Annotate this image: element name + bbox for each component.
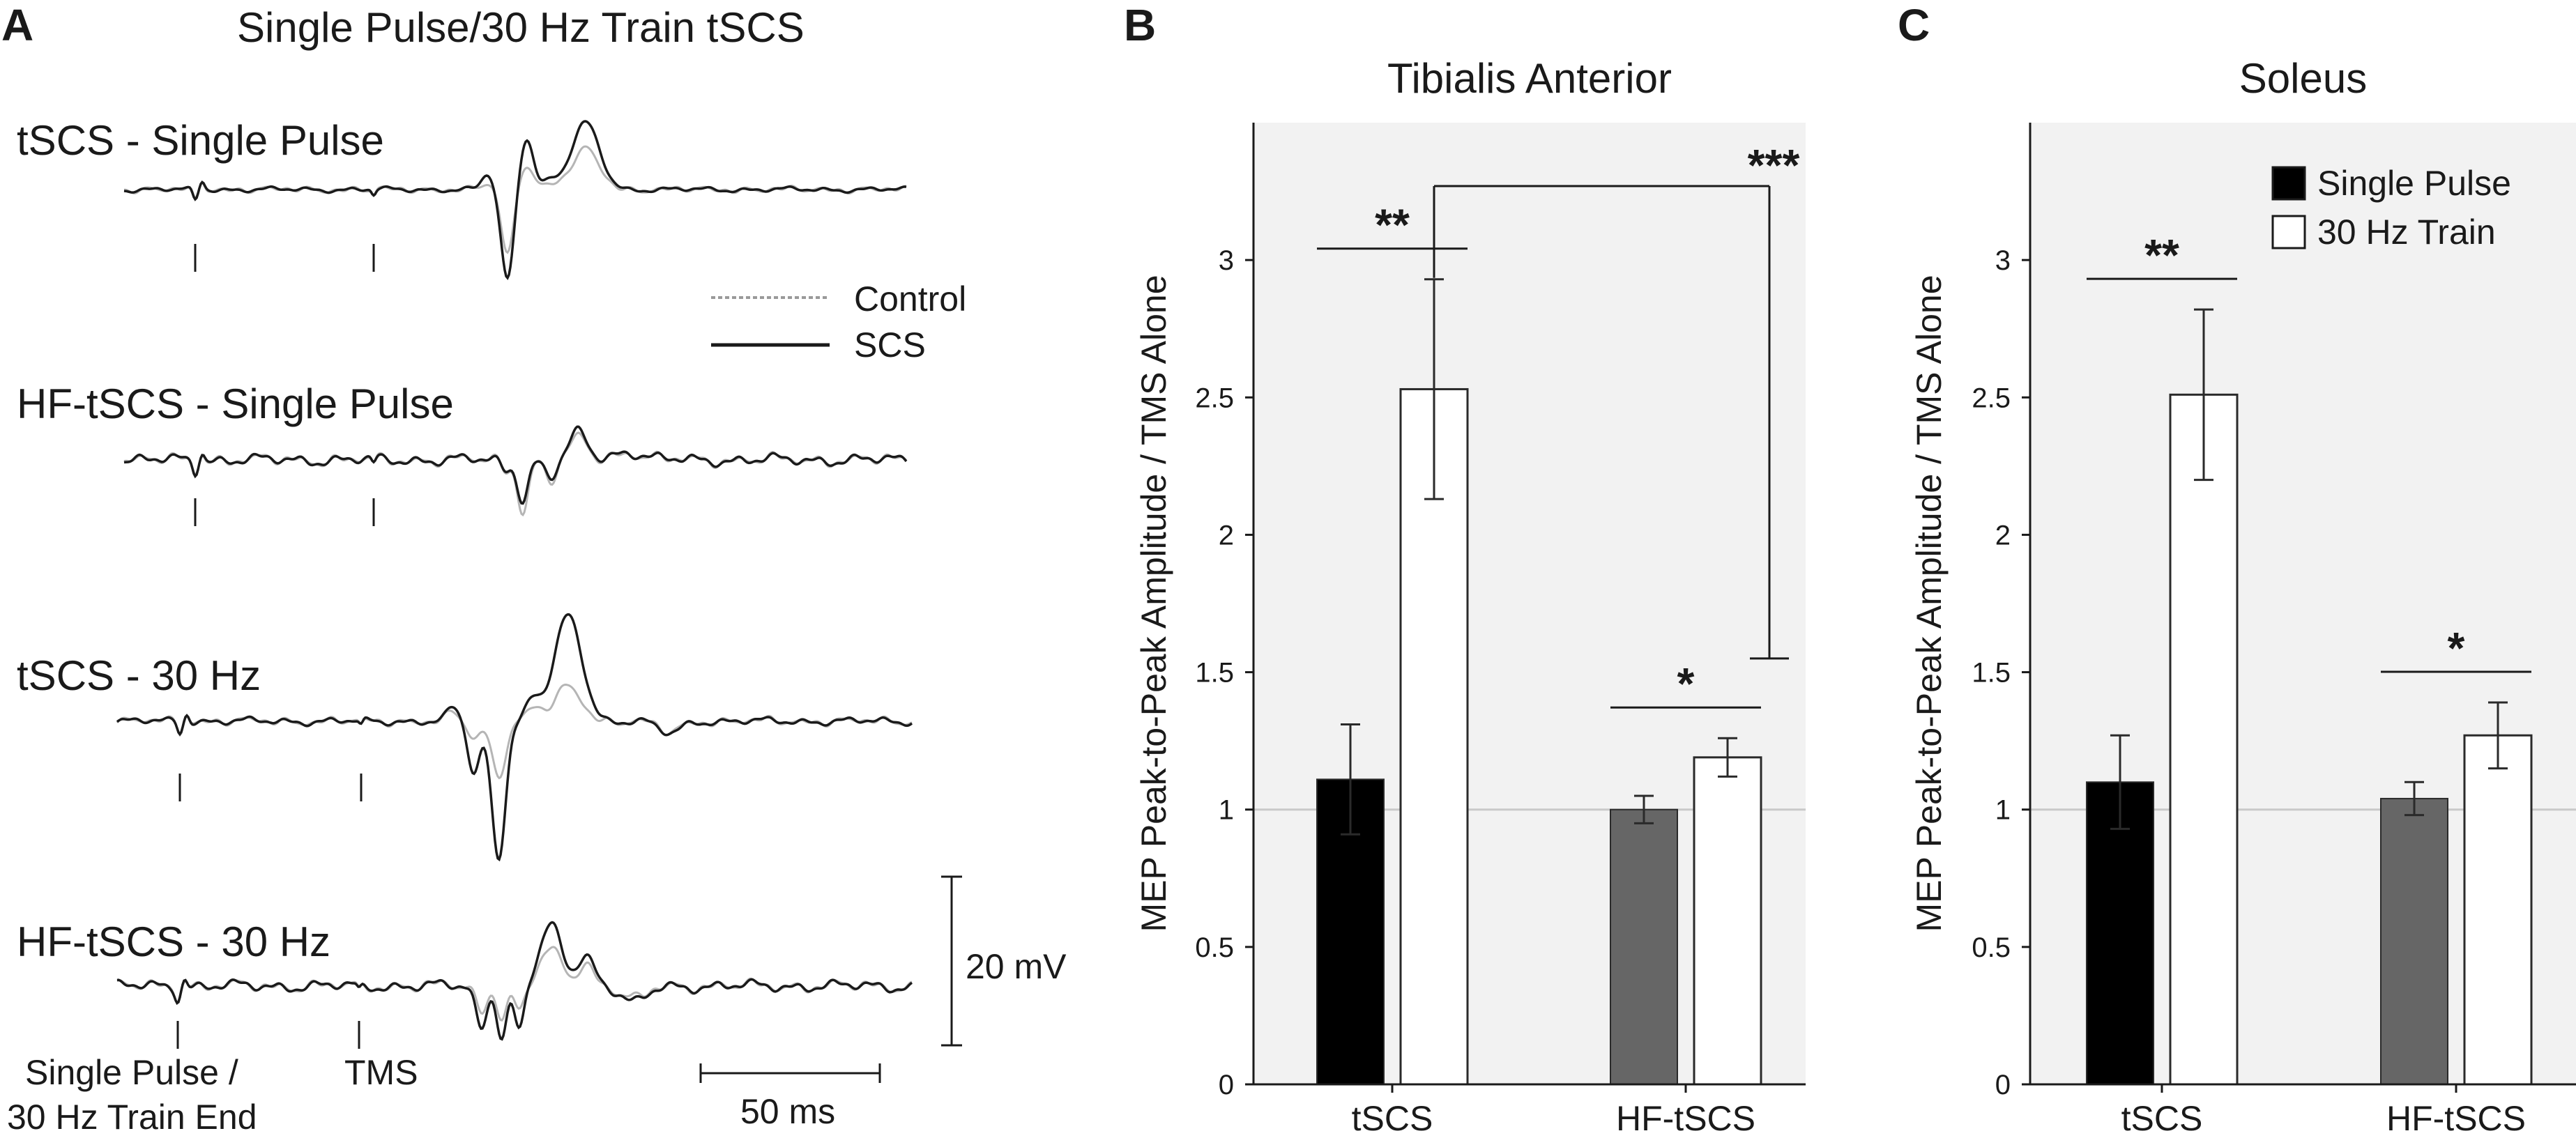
panel-c: C 0 0.5 1 1.5 2 2.5 3 tSCS HF-tSCS Soleus MEP Peak…	[1898, 0, 2576, 1138]
x-tick-label: HF-tSCS	[1616, 1099, 1755, 1138]
error-bar	[1634, 794, 1654, 824]
error-bar	[1718, 737, 1737, 778]
trace-label-tscs-30hz: tSCS - 30 Hz	[17, 652, 261, 699]
y-axis-label: MEP Peak-to-Peak Amplitude / TMS Alone	[1910, 275, 1949, 932]
error-bar	[2194, 308, 2213, 482]
bar	[1693, 756, 1762, 1086]
scs-trace	[116, 613, 913, 862]
legend-label: 30 Hz Train	[2317, 213, 2496, 252]
stim-end-label-line2: 30 Hz Train End	[7, 1098, 257, 1137]
y-tick-label: 1	[1995, 795, 2011, 826]
significance-star: **	[1375, 200, 1410, 250]
significance-star: ***	[1748, 140, 1800, 190]
bar	[1610, 808, 1678, 1085]
panel-a-title: Single Pulse/30 Hz Train tSCS	[237, 4, 805, 51]
significance-star: *	[2448, 623, 2465, 673]
stim-markers	[176, 244, 375, 1049]
soleus-chart: 0 0.5 1 1.5 2 2.5 3 tSCS HF-tSCS Soleus MEP Peak-t…	[1910, 55, 2576, 1138]
legend-control-label: Control	[854, 279, 966, 318]
error-bar	[1424, 278, 1444, 500]
scs-trace	[123, 425, 908, 505]
panel-b-letter: B	[1124, 0, 1156, 50]
y-tick-label: 3	[1219, 245, 1234, 276]
y-tick-label: 2	[1219, 520, 1234, 551]
significance-bracket	[1433, 185, 1789, 660]
amplitude-scalebar-label: 20 mV	[966, 947, 1067, 986]
chart-title: Soleus	[2239, 55, 2367, 102]
legend-scs-label: SCS	[854, 325, 926, 364]
error-bar	[2488, 701, 2508, 770]
y-tick-label: 2.5	[1972, 383, 2011, 413]
panel-a-letter: A	[1, 0, 33, 50]
tms-label: TMS	[344, 1053, 418, 1092]
panel-a: A Single Pulse/30 Hz Train tSCS tSCS - S…	[1, 0, 1067, 1137]
scs-trace	[116, 921, 913, 1041]
bar	[2380, 797, 2448, 1085]
significance-star: **	[2144, 230, 2179, 280]
bar	[2463, 734, 2533, 1086]
error-bar	[2110, 734, 2130, 830]
panel-c-letter: C	[1898, 0, 1930, 50]
x-tick-label: tSCS	[2121, 1099, 2203, 1138]
y-tick-label: 1	[1219, 795, 1234, 826]
y-tick-label: 1.5	[1972, 658, 2011, 689]
y-tick-label: 3	[1995, 245, 2011, 276]
panel-b: B 0 0.5 1 1.5 2 2.5 3 tSCS HF-tSCS Tibialis Anter…	[1124, 0, 1806, 1138]
y-tick-label: 0	[1995, 1070, 2011, 1100]
trace-label-hf-single: HF-tSCS - Single Pulse	[17, 380, 454, 427]
x-tick-label: tSCS	[1352, 1099, 1433, 1138]
emg-traces	[116, 120, 913, 1041]
x-tick-label: HF-tSCS	[2386, 1099, 2526, 1138]
y-tick-label: 0.5	[1972, 932, 2011, 963]
legend-swatch	[2271, 215, 2306, 249]
y-tick-label: 0	[1219, 1070, 1234, 1100]
y-tick-label: 1.5	[1195, 658, 1234, 689]
bar	[2086, 781, 2154, 1086]
time-scalebar	[699, 1063, 881, 1083]
trace-label-tscs-single: tSCS - Single Pulse	[17, 117, 384, 164]
y-tick-label: 2.5	[1195, 383, 1234, 413]
error-bar	[1341, 723, 1360, 836]
time-scalebar-label: 50 ms	[740, 1092, 835, 1131]
chart-title: Tibialis Anterior	[1387, 55, 1672, 102]
bar	[2169, 393, 2239, 1086]
y-tick-label: 0.5	[1195, 932, 1234, 963]
control-trace	[123, 431, 908, 517]
trace-legend: Control SCS	[711, 279, 966, 364]
scs-trace	[123, 120, 907, 280]
y-tick-label: 2	[1995, 520, 2011, 551]
legend-label: Single Pulse	[2317, 164, 2511, 203]
trace-label-hf-30hz: HF-tSCS - 30 Hz	[17, 918, 330, 965]
stim-end-label-line1: Single Pulse /	[25, 1053, 238, 1092]
amplitude-scalebar	[941, 875, 962, 1047]
error-bar	[2404, 781, 2424, 817]
tibialis-anterior-chart: 0 0.5 1 1.5 2 2.5 3 tSCS HF-tSCS Tibialis Anterio…	[1134, 55, 1806, 1138]
legend-swatch	[2271, 166, 2306, 201]
y-axis-label: MEP Peak-to-Peak Amplitude / TMS Alone	[1134, 275, 1173, 932]
significance-star: *	[1677, 659, 1695, 709]
